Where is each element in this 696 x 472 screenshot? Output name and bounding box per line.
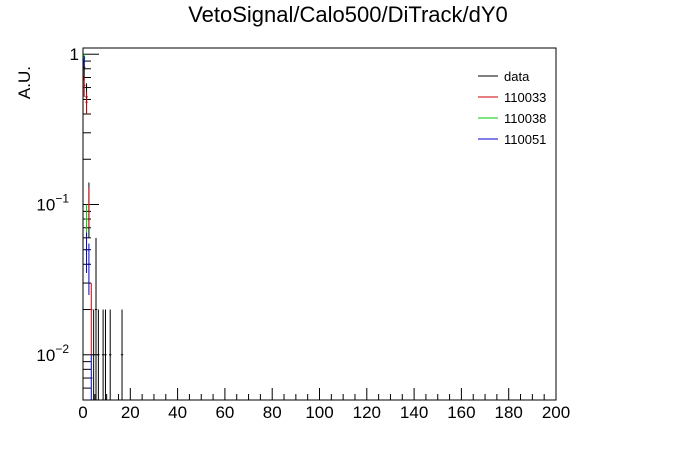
- y-tick-label: 10−2: [36, 342, 69, 365]
- y-tick-label: 1: [70, 45, 79, 64]
- x-tick-label: 0: [78, 403, 87, 422]
- chart-title: VetoSignal/Calo500/DiTrack/dY0: [188, 2, 508, 27]
- x-tick-label: 40: [168, 403, 187, 422]
- legend-label-110033: 110033: [504, 90, 546, 105]
- legend: data 110033 110038 110051: [478, 69, 546, 147]
- plot-frame: [82, 47, 557, 401]
- legend-label-data: data: [504, 69, 530, 84]
- legend-label-110051: 110051: [504, 132, 546, 147]
- x-tick-label: 180: [495, 403, 523, 422]
- series-110051: [83, 56, 93, 400]
- y-tick-label: 10−1: [36, 191, 69, 214]
- x-tick-label: 160: [447, 403, 475, 422]
- x-axis: 0 20 40 60 80 100 120 140 160 180 200: [78, 388, 570, 422]
- y-axis: 1 10−1 10−2: [36, 45, 99, 401]
- series-layer: [83, 53, 124, 400]
- x-tick-label: 120: [353, 403, 381, 422]
- x-tick-label: 20: [121, 403, 140, 422]
- x-tick-label: 100: [305, 403, 333, 422]
- y-axis-label: A.U.: [15, 66, 34, 99]
- x-tick-label: 80: [263, 403, 282, 422]
- x-tick-label: 60: [215, 403, 234, 422]
- series-110033: [83, 75, 93, 355]
- legend-label-110038: 110038: [504, 111, 546, 126]
- x-tick-label: 200: [542, 403, 570, 422]
- x-tick-label: 140: [400, 403, 428, 422]
- series-data: [83, 56, 124, 400]
